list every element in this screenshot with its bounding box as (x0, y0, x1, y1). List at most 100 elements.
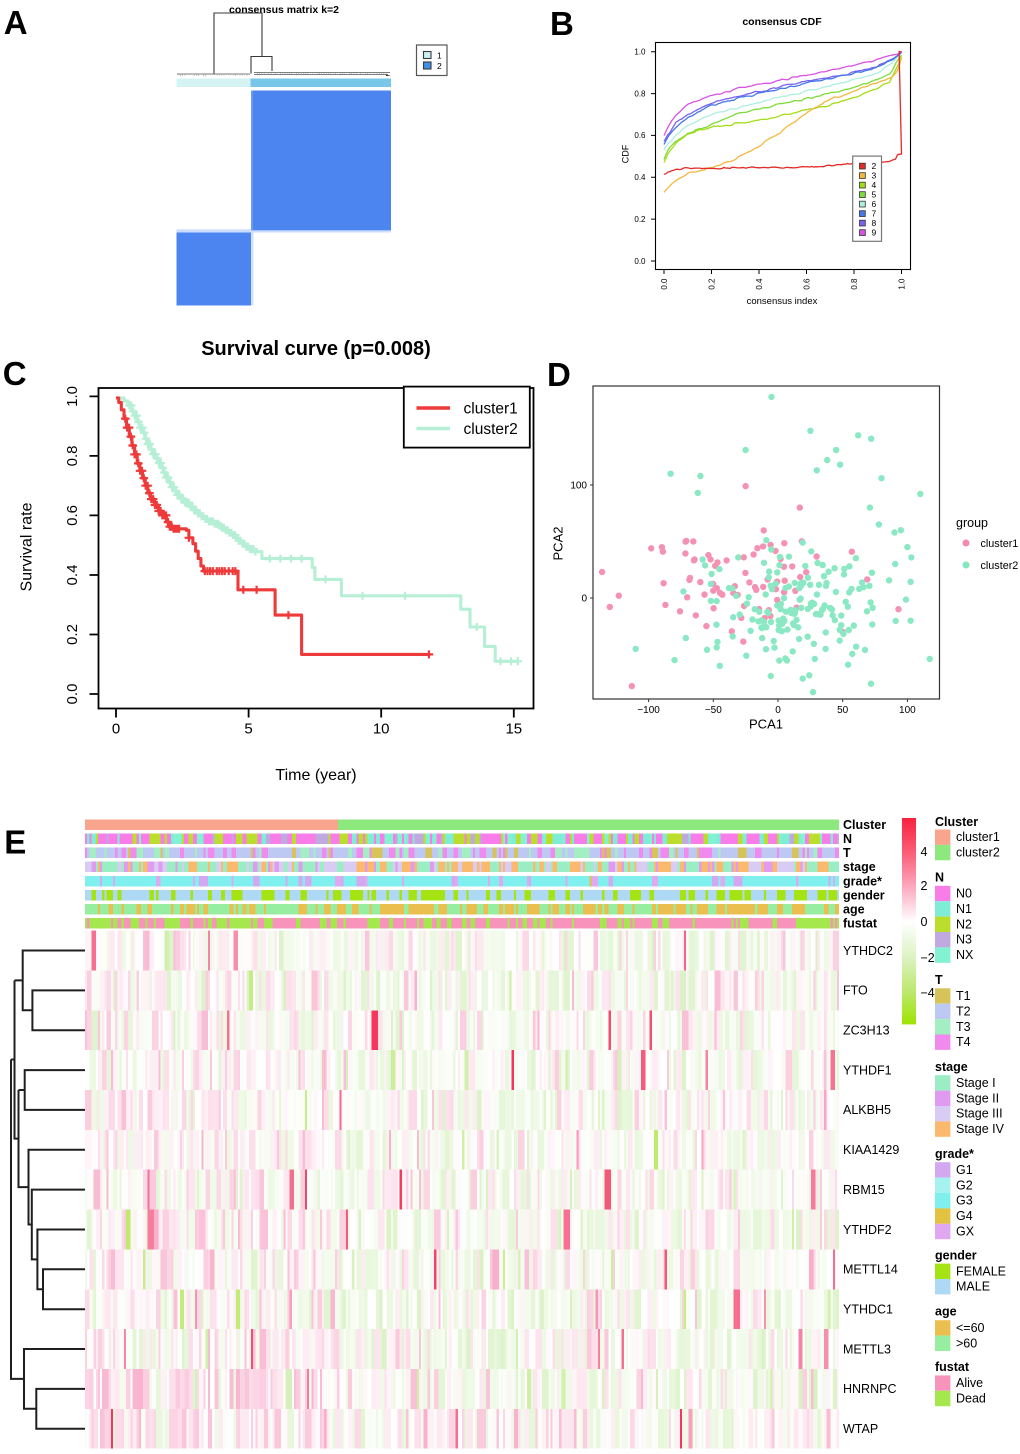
svg-text:N2: N2 (956, 917, 972, 931)
svg-text:N0: N0 (956, 887, 972, 901)
svg-text:Stage IV: Stage IV (956, 1122, 1005, 1136)
svg-text:0.4: 0.4 (64, 565, 81, 586)
svg-text:2: 2 (437, 61, 442, 71)
svg-text:cluster2: cluster2 (464, 421, 518, 438)
svg-text:NX: NX (956, 948, 974, 962)
svg-text:METTL3: METTL3 (843, 1342, 891, 1356)
svg-text:consensus matrix k=2: consensus matrix k=2 (229, 4, 339, 16)
svg-text:N3: N3 (956, 933, 972, 947)
svg-text:0: 0 (775, 705, 781, 716)
svg-text:B: B (550, 5, 574, 42)
svg-text:N1: N1 (956, 902, 972, 916)
svg-text:Survival curve (p=0.008): Survival curve (p=0.008) (201, 338, 431, 360)
svg-text:4: 4 (872, 180, 877, 190)
svg-text:8: 8 (872, 218, 877, 228)
svg-text:cluster1: cluster1 (981, 538, 1019, 550)
svg-text:−50: −50 (705, 705, 722, 716)
svg-text:−100: −100 (637, 705, 660, 716)
svg-text:Cluster: Cluster (843, 818, 886, 832)
svg-text:100: 100 (570, 481, 587, 492)
svg-text:0.6: 0.6 (64, 505, 81, 526)
svg-text:cluster2: cluster2 (956, 846, 1000, 860)
svg-text:cluster2: cluster2 (981, 560, 1019, 572)
svg-text:CDF: CDF (621, 144, 631, 163)
svg-text:WTAP: WTAP (843, 1422, 878, 1436)
svg-text:PCA2: PCA2 (551, 527, 566, 561)
svg-text:0.0: 0.0 (64, 684, 81, 705)
svg-text:age: age (843, 903, 865, 917)
svg-text:G1: G1 (956, 1163, 973, 1177)
svg-text:0.8: 0.8 (850, 278, 859, 290)
svg-text:HNRNPC: HNRNPC (843, 1382, 896, 1396)
svg-text:gender: gender (843, 888, 885, 902)
svg-text:0.6: 0.6 (802, 278, 811, 290)
svg-text:0.4: 0.4 (634, 173, 646, 182)
svg-text:1.0: 1.0 (64, 386, 81, 407)
svg-text:RBM15: RBM15 (843, 1183, 885, 1197)
svg-text:A: A (4, 4, 28, 41)
svg-text:consensus CDF: consensus CDF (742, 16, 822, 28)
svg-text:3: 3 (872, 170, 877, 180)
svg-text:10: 10 (373, 721, 390, 738)
svg-text:G2: G2 (956, 1178, 973, 1192)
svg-text:−4: −4 (921, 986, 935, 1000)
svg-text:5: 5 (872, 189, 877, 199)
svg-text:5: 5 (244, 721, 252, 738)
svg-text:METTL14: METTL14 (843, 1263, 898, 1277)
svg-text:grade*: grade* (843, 874, 882, 888)
svg-text:100: 100 (899, 705, 916, 716)
svg-text:N: N (843, 832, 852, 846)
svg-text:Survival rate: Survival rate (19, 502, 36, 591)
svg-text:0.4: 0.4 (755, 278, 764, 290)
svg-text:N: N (935, 871, 944, 885)
svg-text:cluster1: cluster1 (956, 830, 1000, 844)
svg-text:Stage III: Stage III (956, 1107, 1003, 1121)
svg-text:PCA1: PCA1 (749, 717, 783, 732)
svg-text:0: 0 (921, 915, 928, 929)
svg-text:−2: −2 (921, 951, 935, 965)
svg-text:KIAA1429: KIAA1429 (843, 1143, 899, 1157)
svg-text:Stage I: Stage I (956, 1076, 996, 1090)
svg-text:15: 15 (505, 721, 522, 738)
svg-text:0: 0 (112, 721, 120, 738)
svg-text:T: T (935, 973, 943, 987)
svg-text:Time (year): Time (year) (275, 767, 356, 784)
svg-text:T: T (843, 846, 851, 860)
svg-text:2: 2 (921, 879, 928, 893)
svg-text:Stage II: Stage II (956, 1091, 999, 1105)
svg-text:T3: T3 (956, 1020, 971, 1034)
svg-text:0.2: 0.2 (64, 624, 81, 645)
svg-text:FTO: FTO (843, 984, 868, 998)
svg-text:cluster1: cluster1 (464, 401, 518, 418)
svg-text:C: C (3, 355, 27, 392)
svg-text:ALKBH5: ALKBH5 (843, 1103, 891, 1117)
svg-text:ZC3H13: ZC3H13 (843, 1024, 890, 1038)
svg-text:stage: stage (935, 1060, 968, 1074)
svg-text:Cluster: Cluster (935, 815, 978, 829)
svg-text:1.0: 1.0 (634, 48, 646, 57)
svg-text:0.8: 0.8 (634, 89, 646, 98)
svg-text:YTHDF2: YTHDF2 (843, 1223, 892, 1237)
svg-text:0.8: 0.8 (64, 445, 81, 466)
svg-text:9: 9 (872, 227, 877, 237)
svg-text:fustat: fustat (843, 917, 878, 931)
svg-text:E: E (4, 824, 26, 861)
svg-text:D: D (547, 356, 571, 393)
svg-text:7: 7 (872, 208, 877, 218)
svg-text:T2: T2 (956, 1004, 971, 1018)
svg-text:0.0: 0.0 (634, 257, 646, 266)
svg-text:1: 1 (437, 51, 442, 61)
svg-text:4: 4 (921, 845, 928, 859)
svg-text:2: 2 (872, 161, 877, 171)
svg-text:YTHDF1: YTHDF1 (843, 1063, 892, 1077)
svg-text:consensus index: consensus index (747, 296, 818, 307)
svg-text:0.0: 0.0 (660, 278, 669, 290)
svg-text:T1: T1 (956, 989, 971, 1003)
svg-text:0.2: 0.2 (707, 278, 716, 290)
svg-text:1.0: 1.0 (897, 278, 906, 290)
svg-text:0.6: 0.6 (634, 131, 646, 140)
svg-text:grade*: grade* (935, 1147, 974, 1161)
svg-text:YTHDC2: YTHDC2 (843, 944, 893, 958)
svg-text:T4: T4 (956, 1035, 971, 1049)
svg-text:stage: stage (843, 860, 876, 874)
